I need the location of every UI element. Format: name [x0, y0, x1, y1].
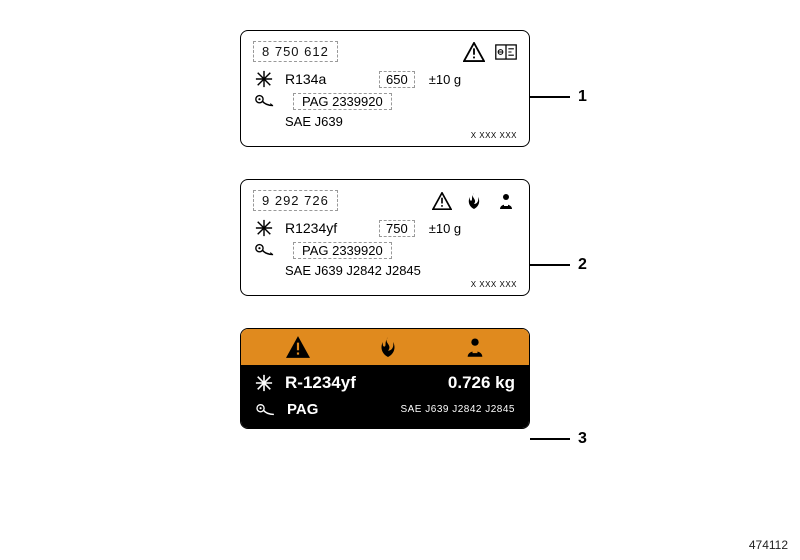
tolerance: ±10 g — [429, 72, 461, 87]
label3-warning-bar — [241, 329, 529, 365]
callout-number: 2 — [578, 256, 587, 274]
technician-icon — [495, 192, 517, 210]
label3-data: R-1234yf 0.726 kg PAG SAE J639 J2842 J28… — [241, 365, 529, 428]
footer-code: X XXX XXX — [253, 131, 517, 140]
sae-spec: SAE J639 J2842 J2845 — [400, 404, 515, 415]
manual-icon — [495, 42, 517, 62]
technician-icon — [464, 336, 486, 358]
callout-number: 1 — [578, 88, 587, 106]
sae-spec: SAE J639 J2842 J2845 — [285, 263, 517, 278]
pag-label: PAG — [287, 401, 318, 418]
sae-spec: SAE J639 — [285, 114, 517, 129]
label-2: 9 292 726 R1234yf 750 ±10 g — [240, 179, 530, 296]
callout-2: 2 — [530, 256, 587, 274]
oil-icon — [253, 241, 275, 259]
part-number-box: 8 750 612 — [253, 41, 338, 62]
warning-icon — [284, 335, 312, 359]
leader-line — [530, 96, 570, 98]
flame-icon — [463, 192, 485, 210]
tolerance: ±10 g — [429, 221, 461, 236]
image-id: 474112 — [749, 538, 788, 552]
leader-line — [530, 438, 570, 440]
refrigerant-type: R1234yf — [285, 220, 363, 236]
callout-number: 3 — [578, 430, 587, 448]
qty-box: 650 — [379, 71, 415, 88]
warning-icon — [431, 192, 453, 210]
labels-container: 8 750 612 R134a 650 ±10 g PAG 2339920 — [240, 30, 540, 429]
snowflake-icon — [253, 70, 275, 88]
callout-1: 1 — [530, 88, 587, 106]
leader-line — [530, 264, 570, 266]
label-1: 8 750 612 R134a 650 ±10 g PAG 2339920 — [240, 30, 530, 147]
snowflake-icon — [255, 374, 273, 392]
pag-box: PAG 2339920 — [293, 242, 392, 259]
qty-box: 750 — [379, 220, 415, 237]
part-number-box: 9 292 726 — [253, 190, 338, 211]
oil-icon — [255, 402, 275, 418]
footer-code: X XXX XXX — [253, 280, 517, 289]
oil-icon — [253, 92, 275, 110]
flame-icon — [378, 335, 398, 359]
label-3: R-1234yf 0.726 kg PAG SAE J639 J2842 J28… — [240, 328, 530, 429]
pag-box: PAG 2339920 — [293, 93, 392, 110]
top-icons-1 — [463, 42, 517, 62]
callout-3: 3 — [530, 430, 587, 448]
warning-icon — [463, 42, 485, 62]
refrigerant-type: R134a — [285, 71, 363, 87]
top-icons-2 — [431, 192, 517, 210]
refrigerant-type: R-1234yf — [285, 373, 356, 393]
refrigerant-weight: 0.726 kg — [448, 373, 515, 393]
snowflake-icon — [253, 219, 275, 237]
